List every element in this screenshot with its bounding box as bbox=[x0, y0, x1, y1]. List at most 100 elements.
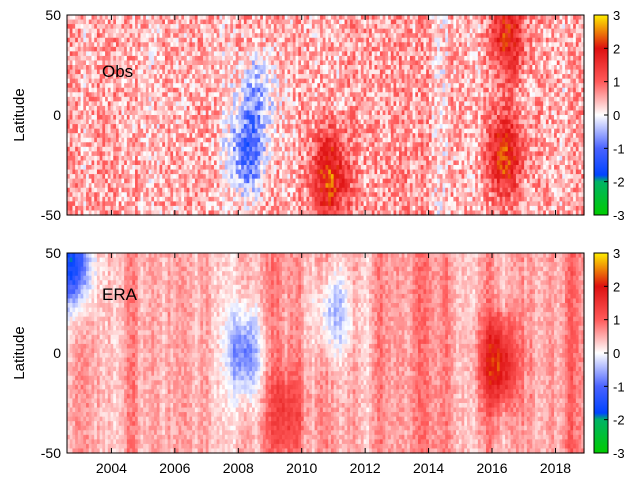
heatmap-cell bbox=[77, 119, 82, 125]
heatmap-cell bbox=[186, 137, 191, 143]
heatmap-cell bbox=[241, 92, 245, 98]
heatmap-cell bbox=[284, 115, 288, 121]
heatmap-cell bbox=[246, 19, 250, 25]
heatmap-cell bbox=[344, 37, 348, 43]
heatmap-cell bbox=[241, 33, 245, 39]
heatmap-cell bbox=[355, 110, 359, 116]
heatmap-cell bbox=[352, 196, 357, 202]
heatmap-cell bbox=[281, 205, 286, 212]
heatmap-cell bbox=[306, 69, 310, 75]
heatmap-cell bbox=[164, 51, 169, 57]
heatmap-cell bbox=[96, 101, 101, 107]
heatmap-cell bbox=[317, 65, 321, 71]
heatmap-cell bbox=[72, 74, 76, 80]
heatmap-cell bbox=[94, 210, 98, 216]
heatmap-cell bbox=[284, 192, 288, 198]
heatmap-cell bbox=[333, 133, 337, 139]
heatmap-cell bbox=[355, 196, 359, 202]
heatmap-cell bbox=[121, 101, 125, 107]
heatmap-cell bbox=[325, 151, 329, 157]
heatmap-cell bbox=[132, 178, 136, 184]
heatmap-cell bbox=[268, 65, 272, 71]
heatmap-cell bbox=[80, 42, 84, 48]
heatmap-cell bbox=[132, 69, 136, 75]
heatmap-cell bbox=[170, 83, 174, 89]
heatmap-cell bbox=[192, 155, 196, 162]
heatmap-cell bbox=[105, 174, 109, 180]
heatmap-cell bbox=[105, 87, 109, 93]
heatmap-cell bbox=[94, 119, 98, 125]
heatmap-cell bbox=[249, 210, 253, 216]
heatmap-cell bbox=[314, 24, 318, 30]
heatmap-cell bbox=[227, 28, 231, 34]
heatmap-cell bbox=[336, 137, 340, 143]
heatmap-cell bbox=[67, 187, 71, 193]
heatmap-cell bbox=[352, 15, 357, 21]
heatmap-cell bbox=[355, 137, 359, 143]
heatmap-cell bbox=[339, 69, 343, 75]
heatmap-cell bbox=[358, 60, 362, 66]
heatmap-cell bbox=[238, 55, 242, 62]
heatmap-cell bbox=[67, 205, 71, 212]
heatmap-cell bbox=[213, 15, 218, 21]
heatmap-cell bbox=[200, 37, 204, 43]
heatmap-cell bbox=[115, 15, 120, 21]
heatmap-cell bbox=[369, 146, 373, 152]
heatmap-cell bbox=[249, 83, 253, 89]
heatmap-cell bbox=[301, 210, 305, 216]
heatmap-cell bbox=[309, 37, 313, 43]
heatmap-cell bbox=[143, 15, 147, 21]
heatmap-cell bbox=[151, 142, 155, 148]
heatmap-cell bbox=[75, 165, 79, 171]
heatmap-cell bbox=[205, 201, 210, 207]
heatmap-cell bbox=[105, 151, 109, 157]
heatmap-cell bbox=[167, 69, 171, 75]
heatmap-cell bbox=[252, 160, 256, 166]
heatmap-cell bbox=[184, 69, 188, 75]
heatmap-cell bbox=[94, 110, 98, 116]
heatmap-cell bbox=[349, 174, 354, 180]
heatmap-cell bbox=[197, 37, 201, 43]
heatmap-cell bbox=[243, 42, 248, 48]
heatmap-cell bbox=[292, 133, 297, 139]
heatmap-cell bbox=[140, 169, 144, 175]
heatmap-cell bbox=[344, 174, 348, 180]
heatmap-cell bbox=[268, 101, 272, 107]
heatmap-cell bbox=[205, 110, 210, 116]
heatmap-cell bbox=[126, 137, 131, 143]
heatmap-cell bbox=[317, 83, 321, 89]
heatmap-cell bbox=[213, 37, 218, 43]
heatmap-cell bbox=[143, 83, 147, 89]
heatmap-cell bbox=[352, 187, 357, 193]
heatmap-cell bbox=[132, 133, 136, 139]
heatmap-cell bbox=[148, 210, 152, 216]
heatmap-cell bbox=[208, 33, 212, 39]
heatmap-cell bbox=[145, 37, 150, 43]
heatmap-cell bbox=[314, 178, 318, 184]
heatmap-cell bbox=[129, 128, 133, 134]
heatmap-cell bbox=[235, 151, 240, 157]
heatmap-cell bbox=[246, 178, 250, 184]
heatmap-cell bbox=[86, 55, 90, 62]
heatmap-cell bbox=[276, 33, 280, 39]
heatmap-cell bbox=[88, 69, 93, 75]
heatmap-cell bbox=[355, 151, 359, 157]
heatmap-cell bbox=[314, 151, 318, 157]
heatmap-cell bbox=[140, 137, 144, 143]
heatmap-cell bbox=[227, 60, 231, 66]
heatmap-cell bbox=[325, 19, 329, 25]
heatmap-cell bbox=[347, 160, 351, 166]
heatmap-cell bbox=[200, 137, 204, 143]
heatmap-cell bbox=[265, 65, 269, 71]
heatmap-cell bbox=[126, 124, 131, 130]
heatmap-cell bbox=[110, 124, 114, 130]
heatmap-cell bbox=[205, 124, 210, 130]
heatmap-cell bbox=[238, 128, 242, 134]
heatmap-cell bbox=[175, 142, 180, 148]
heatmap-cell bbox=[254, 165, 259, 171]
heatmap-cell bbox=[99, 28, 103, 34]
heatmap-cell bbox=[314, 33, 318, 39]
heatmap-cell bbox=[69, 137, 74, 143]
heatmap-cell bbox=[72, 83, 76, 89]
heatmap-cell bbox=[279, 119, 283, 125]
